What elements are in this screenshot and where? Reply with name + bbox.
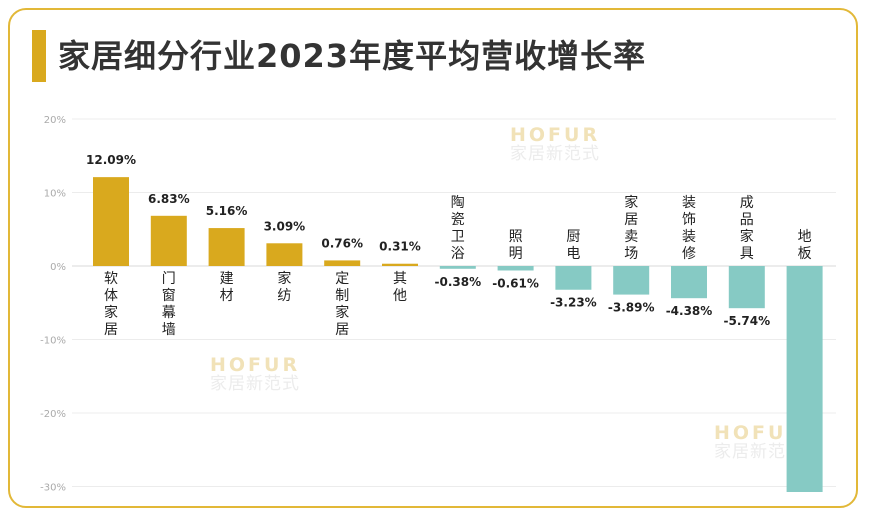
x-category-label: 厨电: [566, 229, 580, 262]
bar: [93, 177, 129, 266]
x-category-label: 定制家居: [335, 271, 349, 338]
bar: [266, 243, 303, 266]
watermark: HOFUR 家居新范式: [510, 124, 601, 164]
watermark: HOFUR 家居新范式: [714, 422, 805, 462]
data-label: -0.38%: [434, 275, 481, 289]
watermark-brand: HOFUR: [714, 422, 805, 444]
watermark: HOFUR 家居新范式: [210, 354, 301, 394]
chart-title: 家居细分行业2023年度平均营收增长率: [58, 37, 647, 75]
data-label: 3.09%: [264, 219, 306, 233]
bar-chart: 20% 10% 0% -10% -20% -30% 12.09% 软体家居 6.83% 门窗幕墙 5…: [40, 115, 836, 493]
watermark-subtitle: 家居新范式: [510, 143, 600, 164]
data-label: 5.16%: [206, 204, 248, 218]
bar: [439, 266, 476, 269]
y-tick-label: -20%: [40, 409, 66, 420]
bar: [728, 266, 765, 309]
watermark-brand: HOFUR: [510, 124, 601, 146]
bar: [150, 215, 187, 266]
bar: [671, 266, 707, 299]
watermark-subtitle: 家居新范式: [714, 441, 804, 462]
data-label: -5.74%: [723, 314, 770, 328]
bar: [382, 263, 418, 266]
watermark-subtitle: 家居新范式: [210, 373, 300, 394]
chart-card: [8, 8, 858, 508]
data-label: 6.83%: [148, 192, 190, 206]
x-category-label: 地板: [798, 229, 812, 262]
x-category-label: 家纺: [277, 270, 291, 304]
title-accent-bar: [32, 30, 46, 82]
data-label: -3.23%: [550, 296, 597, 310]
bar: [324, 260, 361, 266]
x-category-label: 照明: [509, 229, 523, 262]
data-label: 0.76%: [321, 236, 363, 250]
data-label: 0.31%: [379, 240, 421, 254]
bar: [497, 266, 534, 271]
data-label: -3.89%: [608, 301, 655, 315]
data-label: -4.38%: [666, 304, 713, 318]
x-category-label: 软体家居: [104, 271, 118, 338]
x-category-label: 建材: [220, 271, 234, 304]
y-tick-label: -30%: [40, 483, 66, 493]
watermark-brand: HOFUR: [210, 354, 301, 376]
x-category-label: 家居卖场: [624, 194, 638, 262]
bar: [555, 266, 592, 290]
x-category-label: 成品家具: [740, 195, 754, 262]
data-label: -0.61%: [492, 276, 539, 290]
bar: [613, 266, 650, 295]
x-category-label: 陶瓷卫浴: [451, 195, 465, 262]
x-category-label: 其他: [393, 271, 407, 304]
bar: [786, 266, 823, 492]
y-tick-label: 10%: [44, 189, 66, 200]
y-tick-label: 0%: [50, 262, 66, 273]
y-tick-label: 20%: [44, 115, 66, 126]
bar: [208, 228, 245, 266]
x-category-label: 装饰装修: [682, 195, 696, 262]
data-label: 12.09%: [86, 153, 136, 167]
x-category-label: 门窗幕墙: [162, 271, 176, 338]
y-tick-label: -10%: [40, 336, 66, 347]
